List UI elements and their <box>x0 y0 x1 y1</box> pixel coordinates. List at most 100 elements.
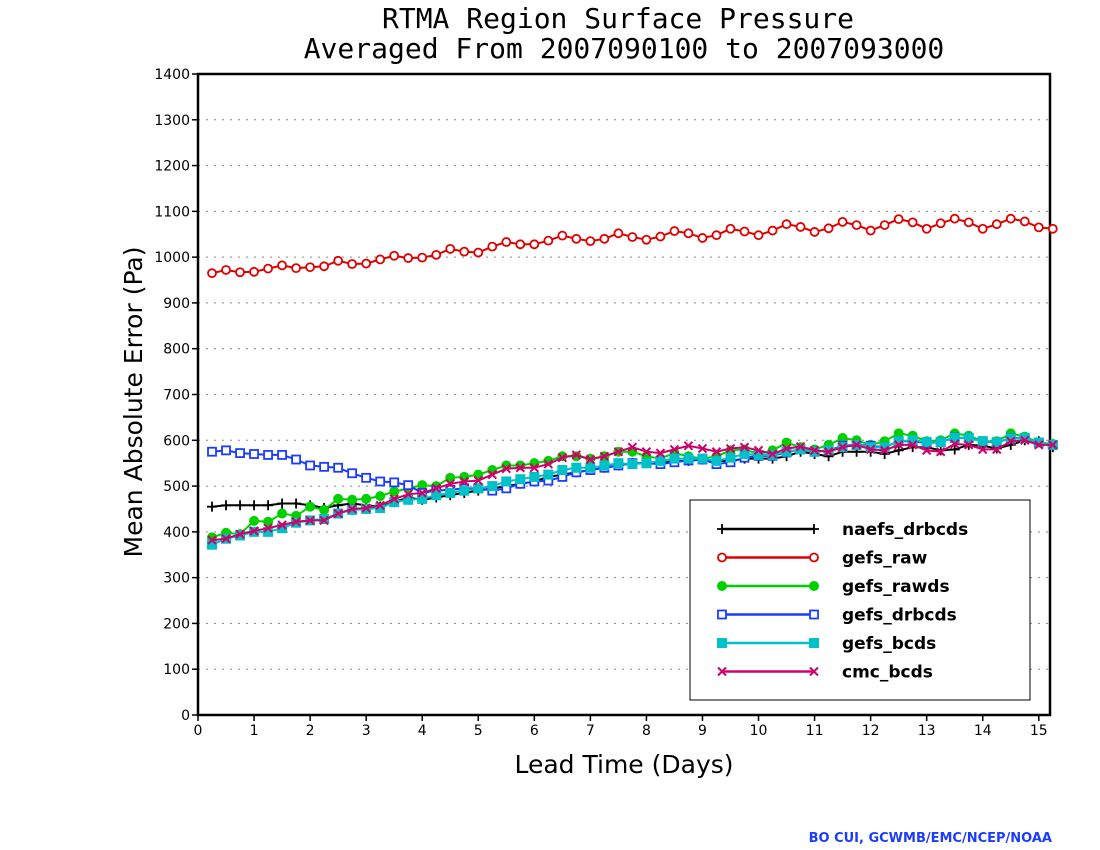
data-point <box>641 458 652 469</box>
data-point <box>935 447 946 457</box>
data-point <box>487 481 498 492</box>
legend-item-cmc_bcds: cmc_bcds <box>717 663 933 683</box>
data-point <box>781 443 792 454</box>
data-point <box>893 214 904 225</box>
data-point <box>865 444 876 455</box>
data-point <box>557 465 568 476</box>
legend-item-gefs_drbcds: gefs_drbcds <box>717 606 957 626</box>
data-point <box>893 445 904 456</box>
data-point <box>319 261 330 272</box>
data-point <box>1048 440 1058 450</box>
data-point <box>809 524 819 534</box>
data-point <box>683 441 694 451</box>
data-point <box>717 609 727 620</box>
y-tick-label: 500 <box>163 479 190 495</box>
data-point <box>389 494 399 504</box>
data-point <box>459 485 470 496</box>
data-point <box>473 469 484 480</box>
data-point <box>1006 436 1016 446</box>
data-point <box>431 249 442 260</box>
data-point <box>717 524 727 534</box>
series-cmc_bcds <box>207 435 1058 545</box>
data-point <box>949 432 960 443</box>
y-tick-label: 200 <box>163 616 190 632</box>
data-point <box>543 469 554 480</box>
grid-lines <box>198 119 1050 670</box>
data-point <box>823 223 834 234</box>
data-point <box>305 460 316 471</box>
data-point <box>235 267 245 278</box>
data-point <box>599 233 610 244</box>
data-point <box>263 500 274 511</box>
data-point <box>921 445 932 456</box>
data-point <box>717 638 727 648</box>
legend-box <box>689 499 1031 701</box>
data-point <box>557 230 568 241</box>
data-point <box>529 463 540 473</box>
x-tick-label: 3 <box>362 723 371 739</box>
data-point <box>459 476 469 487</box>
data-point <box>585 462 596 473</box>
data-point <box>221 500 232 511</box>
data-point <box>851 220 862 230</box>
data-point <box>263 516 274 527</box>
data-point <box>823 447 834 457</box>
y-axis-label: Mean Absolute Error (Pa) <box>119 247 148 558</box>
data-point <box>1034 440 1044 450</box>
plot-frame <box>196 72 1052 717</box>
x-tick-label: 5 <box>474 723 483 739</box>
data-point <box>1005 213 1016 224</box>
data-point <box>473 247 484 258</box>
legend-label: naefs_drbcds <box>842 520 968 540</box>
data-point <box>571 233 582 244</box>
x-tick-label: 15 <box>1030 723 1048 739</box>
data-point <box>921 437 932 448</box>
x-tick-label: 8 <box>642 723 651 739</box>
data-point <box>347 468 358 479</box>
data-point <box>221 534 231 544</box>
y-tick-label: 0 <box>181 708 190 724</box>
data-point <box>375 491 386 502</box>
data-point <box>389 477 400 488</box>
legend-label: gefs_raw <box>842 549 928 569</box>
y-tick-label: 800 <box>163 342 190 358</box>
data-point <box>991 219 1002 230</box>
data-point <box>445 487 456 498</box>
data-point <box>697 453 708 464</box>
data-point <box>305 515 315 526</box>
x-tick-label: 7 <box>586 723 595 739</box>
data-point <box>361 493 372 504</box>
data-point <box>515 463 526 473</box>
data-point <box>277 508 288 519</box>
data-point <box>809 227 820 237</box>
data-point <box>1047 223 1058 234</box>
data-point <box>305 262 316 273</box>
x-tick-label: 10 <box>750 723 768 739</box>
data-point <box>319 504 330 515</box>
data-point <box>221 265 231 275</box>
data-point <box>627 442 638 452</box>
chart-title-line-2: Averaged From 2007090100 to 2007093000 <box>304 32 945 65</box>
data-point <box>1005 433 1016 444</box>
data-point <box>277 498 288 509</box>
series-gefs_bcds <box>207 432 1058 550</box>
legend-item-gefs_raw: gefs_raw <box>717 549 928 569</box>
data-point <box>571 450 582 460</box>
data-point <box>333 508 343 519</box>
data-point <box>697 443 708 454</box>
data-point <box>599 460 610 471</box>
y-tick-label: 1400 <box>154 67 190 83</box>
credit-text: BO CUI, GCWMB/EMC/NCEP/NOAA <box>808 831 1052 846</box>
data-point <box>669 453 680 464</box>
data-point <box>249 449 259 459</box>
data-point <box>767 449 778 459</box>
data-point <box>375 476 386 487</box>
data-point <box>809 638 819 648</box>
legend-label: gefs_bcds <box>842 634 936 654</box>
data-point <box>655 231 666 242</box>
x-tick-label: 13 <box>918 723 936 739</box>
x-axis-label: Lead Time (Days) <box>514 750 733 779</box>
data-point <box>739 449 750 460</box>
data-point <box>277 260 287 271</box>
data-point <box>417 493 428 504</box>
